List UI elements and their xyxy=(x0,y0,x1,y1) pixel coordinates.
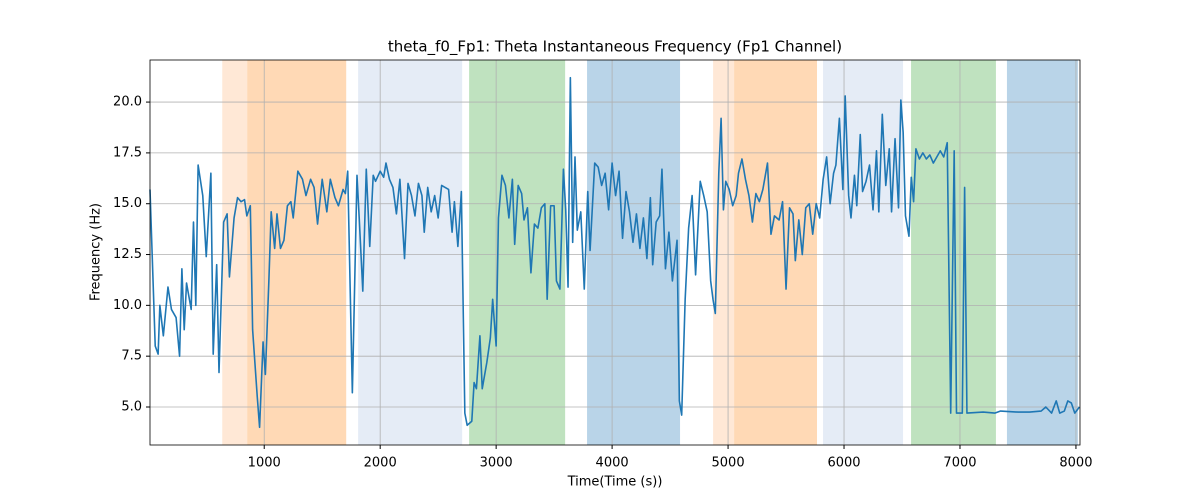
x-tick-label: 2000 xyxy=(364,456,397,471)
y-tick-label: 10.0 xyxy=(113,298,142,313)
x-tick-label: 1000 xyxy=(248,456,281,471)
y-tick-label: 7.5 xyxy=(121,349,142,364)
shaded-region xyxy=(247,60,347,445)
y-axis-label: Frequency (Hz) xyxy=(89,203,104,301)
x-tick-label: 5000 xyxy=(712,456,745,471)
shaded-region xyxy=(713,60,735,445)
x-tick-label: 6000 xyxy=(827,456,860,471)
shaded-region xyxy=(222,60,248,445)
axes-frame xyxy=(149,59,1081,446)
data-line xyxy=(149,76,1081,429)
x-tick-label: 8000 xyxy=(1059,456,1092,471)
shaded-region xyxy=(469,60,566,445)
shaded-region xyxy=(823,60,904,445)
y-tick-label: 15.0 xyxy=(113,196,142,211)
x-axis-label: Time(Time (s)) xyxy=(567,475,663,490)
x-tick-label: 3000 xyxy=(480,456,513,471)
x-tick-label: 4000 xyxy=(596,456,629,471)
y-tick-label: 12.5 xyxy=(113,247,142,262)
x-tick-label: 7000 xyxy=(943,456,976,471)
shaded-region xyxy=(1006,60,1078,445)
shaded-region xyxy=(587,60,681,445)
y-tick-label: 17.5 xyxy=(113,145,142,160)
y-tick-label: 20.0 xyxy=(113,95,142,110)
chart-title: theta_f0_Fp1: Theta Instantaneous Freque… xyxy=(388,38,842,57)
y-tick-label: 5.0 xyxy=(121,399,142,414)
shaded-region xyxy=(358,60,463,445)
shaded-region xyxy=(734,60,818,445)
